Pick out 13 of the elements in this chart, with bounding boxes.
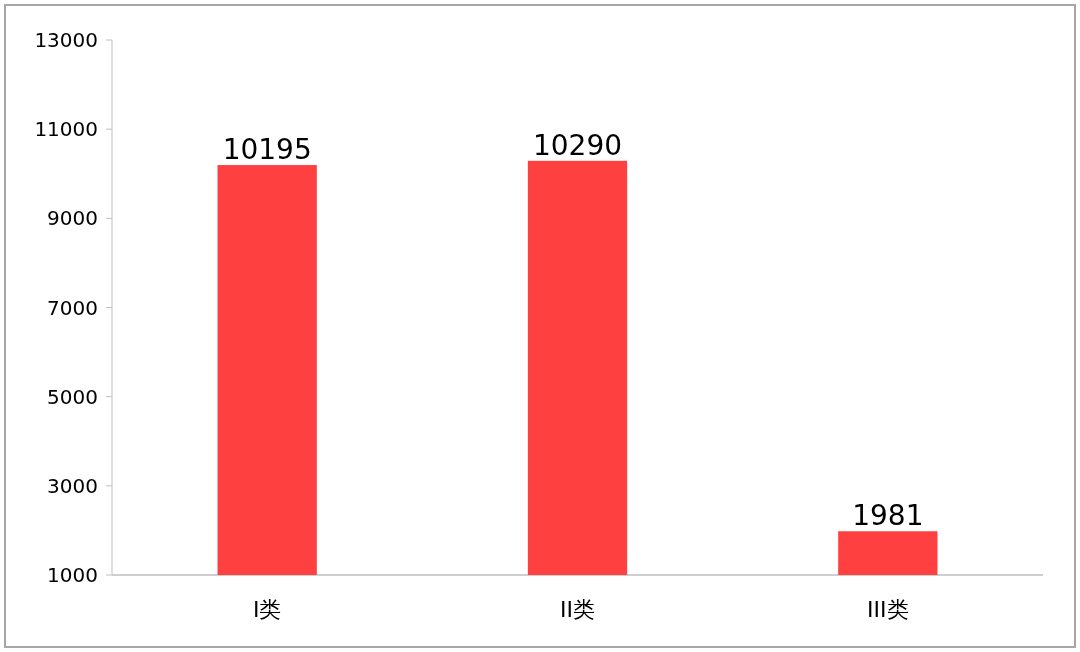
x-tick-label: III类 [867,597,909,622]
y-tick-label: 9000 [47,206,98,231]
y-tick-label: 3000 [47,473,98,498]
x-tick-label: II类 [560,597,595,622]
y-tick-label: 7000 [47,295,98,320]
y-tick-label: 13000 [34,28,98,52]
data-label: 1981 [852,499,924,533]
y-tick-label: 11000 [34,117,98,142]
data-label: 10195 [222,133,312,167]
y-tick-label: 5000 [47,384,98,409]
x-tick-label: I类 [252,597,282,622]
data-label: 10290 [532,128,623,162]
y-tick-label: 1000 [47,563,98,587]
